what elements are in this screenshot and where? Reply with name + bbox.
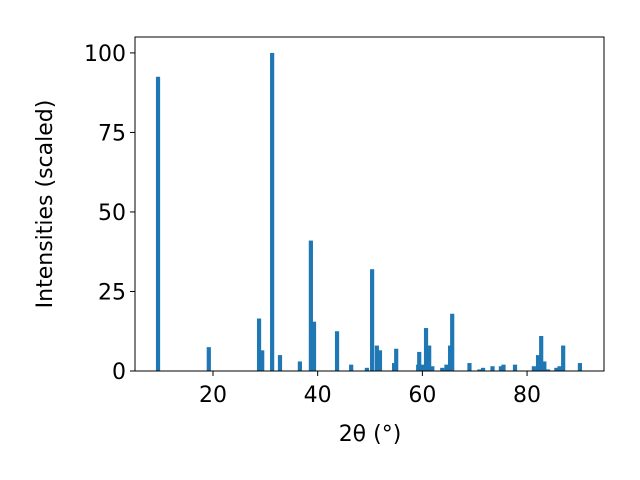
bar <box>440 367 445 371</box>
y-tick-label: 100 <box>84 42 126 67</box>
x-tick-label: 80 <box>513 383 541 408</box>
bar <box>531 366 536 371</box>
bar <box>270 52 275 372</box>
bar <box>427 345 432 371</box>
bar <box>557 366 562 371</box>
bar <box>467 363 472 371</box>
plot-frame <box>134 36 605 372</box>
bar <box>477 369 482 371</box>
bar <box>349 364 354 371</box>
bar <box>535 355 541 371</box>
x-axis-label: 2θ (°) <box>339 422 402 447</box>
bar <box>420 364 425 371</box>
bar <box>394 348 399 371</box>
bar <box>539 336 544 371</box>
bar <box>554 367 559 371</box>
bar <box>480 367 486 371</box>
bar <box>450 313 455 371</box>
y-tick-label: 25 <box>98 280 126 305</box>
bar <box>155 76 161 371</box>
bar <box>370 269 375 371</box>
bar <box>297 361 302 371</box>
bar <box>545 369 551 371</box>
bar <box>417 351 422 371</box>
y-axis-label: Intensities (scaled) <box>33 100 58 309</box>
bar <box>501 364 506 371</box>
bar <box>444 364 449 371</box>
bar <box>498 366 503 371</box>
bar <box>512 364 518 371</box>
bar <box>334 331 340 371</box>
bar <box>308 240 313 371</box>
bar <box>577 363 583 371</box>
bar <box>374 345 379 371</box>
x-tick-label: 60 <box>408 383 436 408</box>
y-tick-label: 50 <box>98 201 126 226</box>
x-tick-label: 40 <box>304 383 332 408</box>
y-tick-label: 75 <box>98 121 126 146</box>
bar <box>423 328 429 371</box>
bar <box>430 366 435 371</box>
bar <box>364 367 369 371</box>
bar <box>256 318 262 371</box>
bar <box>377 350 383 371</box>
bar <box>561 345 566 371</box>
bar <box>490 366 495 371</box>
y-tick-label: 0 <box>112 360 126 385</box>
bar <box>542 361 547 371</box>
bar <box>311 321 317 371</box>
bar <box>277 355 283 371</box>
bar <box>206 347 211 371</box>
x-tick-label: 20 <box>199 383 227 408</box>
bar <box>260 350 265 371</box>
